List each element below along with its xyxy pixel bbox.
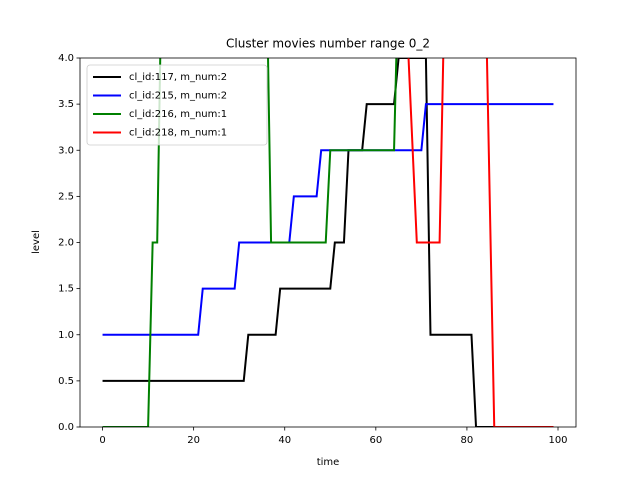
x-tick-label: 20 <box>187 435 200 446</box>
y-tick-label: 3.0 <box>58 145 74 156</box>
plot-lines <box>102 58 554 427</box>
legend-box <box>86 64 268 146</box>
y-tick-label: 3.5 <box>58 99 74 110</box>
legend: cl_id:117, m_num:2 cl_id:215, m_num:2 cl_i… <box>86 64 268 146</box>
y-tick-label: 1.5 <box>58 284 74 295</box>
chart-title: Cluster movies number range 0_2 <box>226 37 430 51</box>
y-axis-label: level <box>31 230 42 254</box>
y-tick-label: 0.0 <box>58 422 74 433</box>
series-line <box>407 58 554 427</box>
y-tick-label: 0.5 <box>58 376 74 387</box>
x-tick-label: 60 <box>369 435 382 446</box>
y-tick-label: 2.5 <box>58 191 74 202</box>
series-line <box>102 58 398 427</box>
x-axis-label: time <box>317 457 340 468</box>
legend-label: cl_id:215, m_num:2 <box>129 91 227 102</box>
series-line <box>102 103 554 336</box>
legend-label: cl_id:216, m_num:1 <box>129 109 227 120</box>
x-tick-label: 40 <box>278 435 291 446</box>
y-tick-label: 1.0 <box>58 330 74 341</box>
x-tick-label: 80 <box>461 435 474 446</box>
legend-label: cl_id:218, m_num:1 <box>129 128 227 139</box>
y-tick-label: 2.0 <box>58 238 74 249</box>
x-tick-label: 100 <box>548 435 567 446</box>
legend-label: cl_id:117, m_num:2 <box>129 72 227 83</box>
x-tick-label: 0 <box>99 435 105 446</box>
y-tick-label: 4.0 <box>58 53 74 64</box>
